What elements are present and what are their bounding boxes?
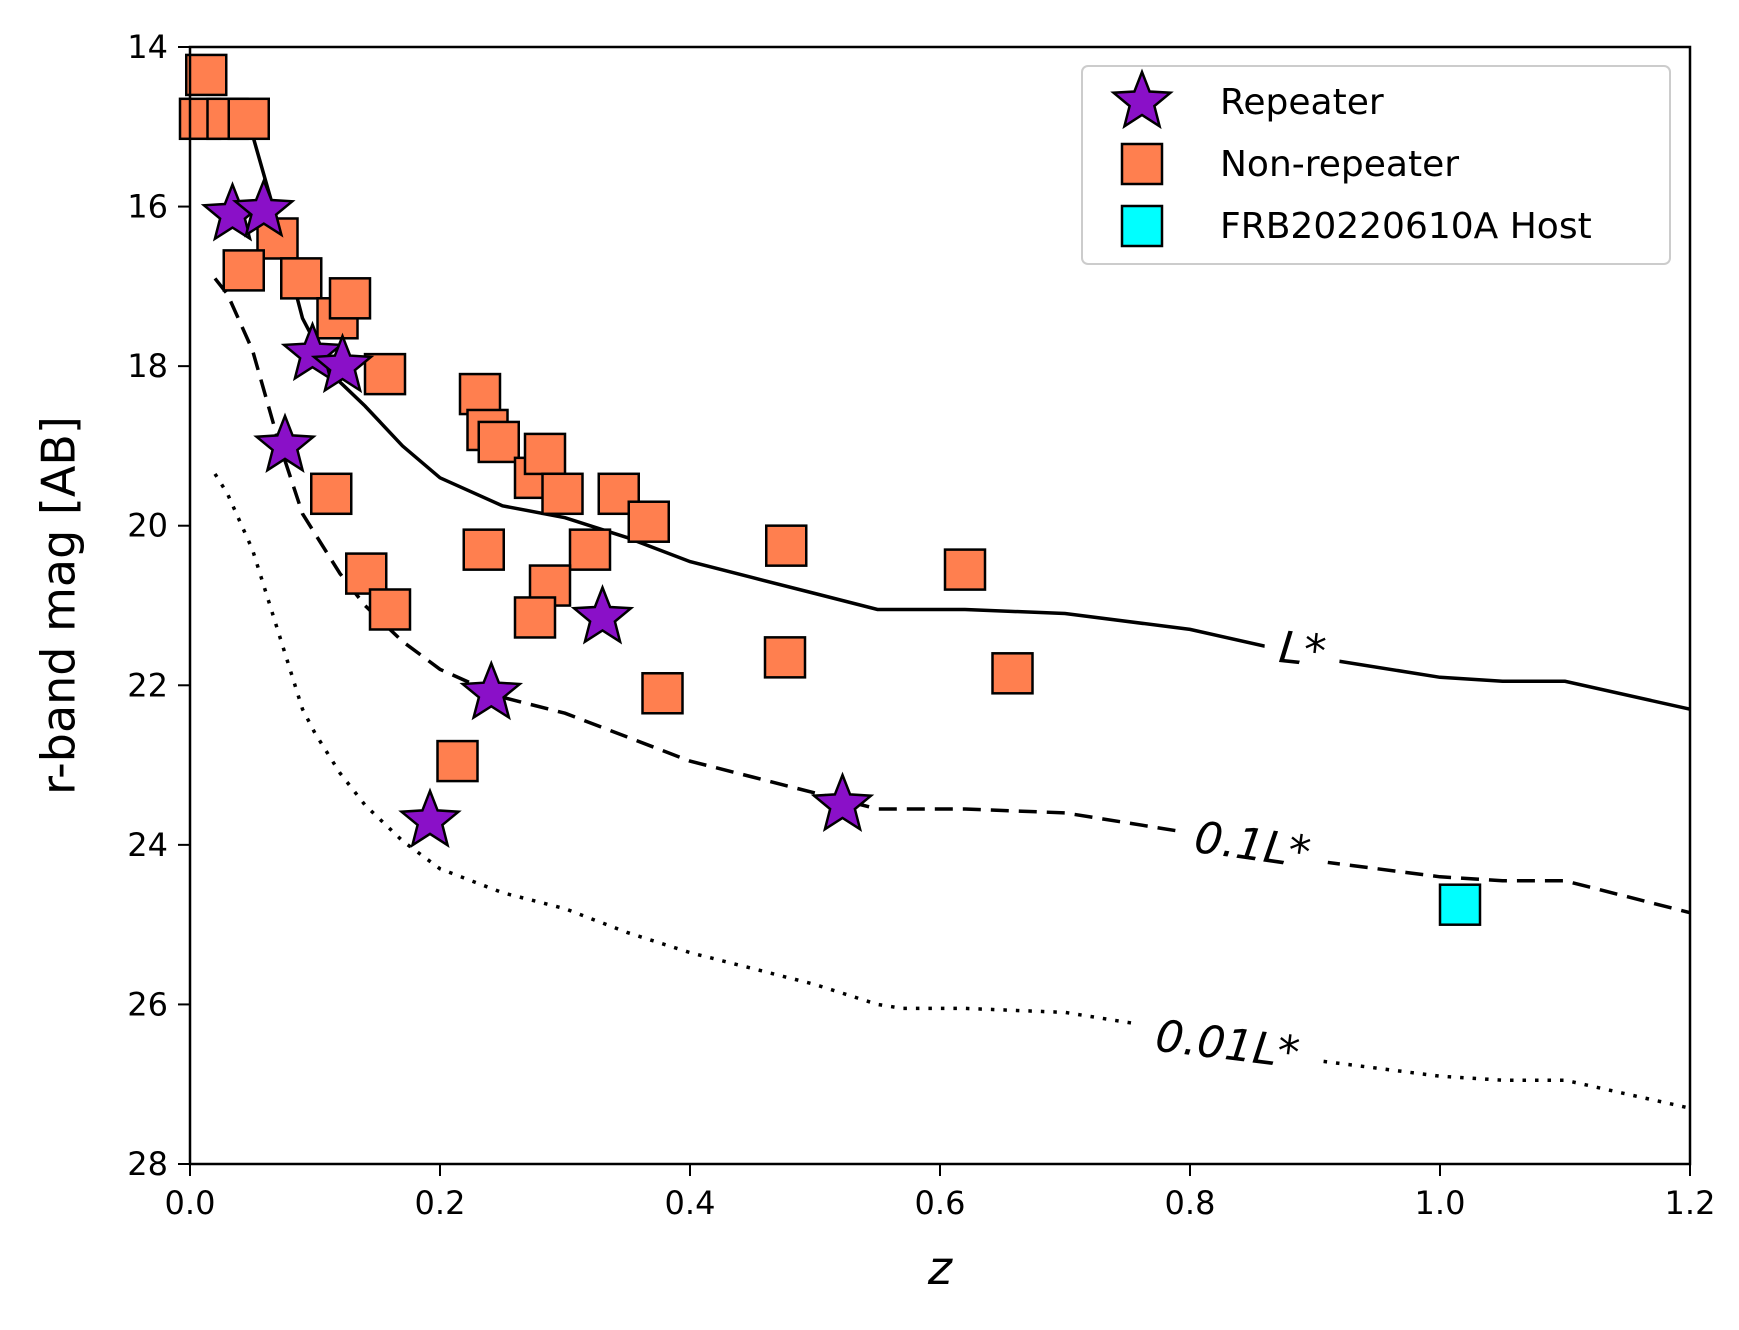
repeater-point [280,320,345,382]
repeater-point [310,332,375,394]
x-tick-label: 1.2 [1665,1184,1716,1222]
non-repeater-point [227,97,270,141]
non-repeater-point [991,652,1034,695]
non-repeater-point [185,53,228,97]
non-repeater-point [568,528,612,571]
x-tick-label: 0.4 [665,1184,716,1222]
repeater-point [459,659,524,721]
y-tick-label: 26 [127,985,168,1023]
host-point [1438,883,1482,926]
repeater-point [398,787,462,848]
non-repeater-point [328,277,372,320]
non-repeater-point [458,372,502,416]
curve-label-bg [1135,1007,1320,1080]
repeater-point [810,771,875,832]
non-repeater-point [363,352,407,396]
non-repeater-point [627,500,670,543]
legend-label: Non-repeater [1220,144,1459,185]
curve-label-bg [1172,808,1333,880]
curve-dashed [213,277,1691,915]
curve-label-group: L* [1262,619,1344,678]
non-repeater-point [345,552,388,595]
data-points [178,53,1482,926]
non-repeater-point [641,672,684,715]
non-repeater-point [310,472,353,516]
non-repeater-point [222,249,265,292]
y-tick-label: 20 [127,507,168,545]
y-tick-label: 18 [127,347,168,385]
non-repeater-point [541,472,584,516]
x-tick-label: 0.0 [165,1184,216,1222]
y-tick-label: 28 [127,1145,168,1183]
legend-repeater-marker [1110,68,1174,130]
legend: Repeater Non-repeater FRB20220610A Host [1081,65,1671,265]
legend-label: FRB20220610A Host [1220,206,1592,247]
non-repeater-point [765,524,808,567]
repeater-point [570,584,635,645]
x-tick-label: 0.2 [415,1184,466,1222]
non-repeater-point [368,588,412,631]
curve-label-bg [1262,619,1344,678]
y-axis-label: r-band mag [AB] [32,416,86,795]
legend-host-marker [1120,204,1164,248]
repeater-point [231,177,296,238]
non-repeater-point [763,636,807,679]
non-repeater-point [943,548,987,591]
x-tick-label: 0.8 [1165,1184,1216,1222]
y-axis-ticks: 14 16 18 20 22 24 26 28 [127,28,190,1183]
repeater-point [253,412,317,473]
legend-label: Repeater [1220,82,1384,123]
y-tick-label: 22 [127,666,168,704]
non-repeater-point [436,739,479,783]
y-tick-label: 24 [127,826,168,864]
legend-box [1081,65,1671,265]
non-repeater-point [477,420,520,464]
y-tick-label: 16 [127,188,168,226]
x-tick-label: 1.0 [1415,1184,1466,1222]
non-repeater-point [523,432,567,476]
legend-non-repeater-marker [1120,142,1164,186]
non-repeater-point [513,596,557,639]
non-repeater-point [462,528,505,571]
non-repeater-point [280,257,323,300]
x-tick-label: 0.6 [915,1184,966,1222]
x-axis-label: z [927,1241,953,1295]
y-tick-label: 14 [127,28,168,66]
x-axis-ticks: 0.0 0.2 0.4 0.6 0.8 1.0 1.2 [165,1164,1716,1222]
curve-label: L* [1277,622,1329,678]
